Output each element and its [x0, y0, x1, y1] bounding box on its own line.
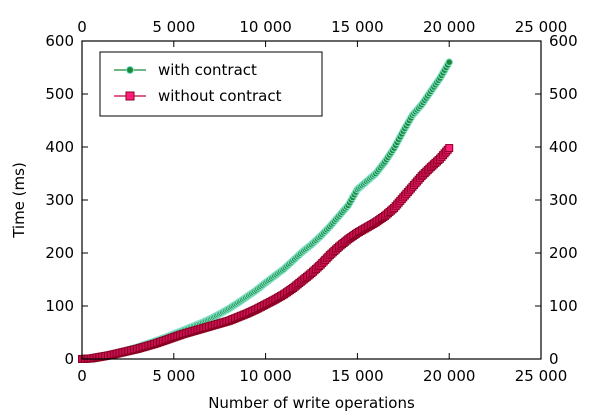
x-tick-label-bottom: 25 000 [515, 367, 568, 385]
x-tick-label-top: 15 000 [331, 18, 384, 36]
data-point [445, 58, 454, 67]
x-tick-label-bottom: 10 000 [239, 367, 292, 385]
legend-box [99, 51, 323, 117]
legend-marker [125, 91, 135, 101]
y-axis-title: Time (ms) [10, 162, 28, 239]
legend: with contract without contract [99, 51, 323, 117]
x-tick-label-top: 10 000 [239, 18, 292, 36]
y-tick-label-left: 300 [45, 191, 74, 209]
y-tick-label-left: 0 [64, 350, 74, 368]
legend-item: without contract [114, 87, 282, 105]
y-tick-label-left: 200 [45, 244, 74, 262]
legend-marker [126, 66, 134, 74]
x-tick-label-bottom: 20 000 [423, 367, 476, 385]
series-without-contract [78, 144, 454, 363]
data-point [445, 144, 454, 153]
legend-label: with contract [158, 61, 257, 79]
y-tick-label-right: 400 [549, 138, 578, 156]
y-tick-label-right: 100 [549, 297, 578, 315]
x-tick-label-top: 20 000 [423, 18, 476, 36]
x-tick-label-top: 5 000 [152, 18, 195, 36]
x-tick-label-bottom: 15 000 [331, 367, 384, 385]
legend-label: without contract [158, 87, 282, 105]
x-tick-label-top: 25 000 [515, 18, 568, 36]
y-tick-label-right: 500 [549, 85, 578, 103]
series-line [81, 147, 450, 360]
y-tick-label-right: 0 [549, 350, 559, 368]
series-layer [78, 58, 454, 363]
x-axis-title: Number of write operations [208, 394, 415, 412]
y-tick-label-left: 100 [45, 297, 74, 315]
y-tick-label-left: 600 [45, 32, 74, 50]
x-tick-label-bottom: 0 [77, 367, 87, 385]
x-tick-label-top: 0 [77, 18, 87, 36]
y-tick-label-right: 600 [549, 32, 578, 50]
legend-item: with contract [114, 61, 257, 79]
y-tick-label-left: 500 [45, 85, 74, 103]
y-tick-label-right: 200 [549, 244, 578, 262]
y-tick-label-right: 300 [549, 191, 578, 209]
x-tick-label-bottom: 5 000 [152, 367, 195, 385]
legend-items: with contract without contract [114, 61, 282, 105]
y-tick-label-left: 400 [45, 138, 74, 156]
